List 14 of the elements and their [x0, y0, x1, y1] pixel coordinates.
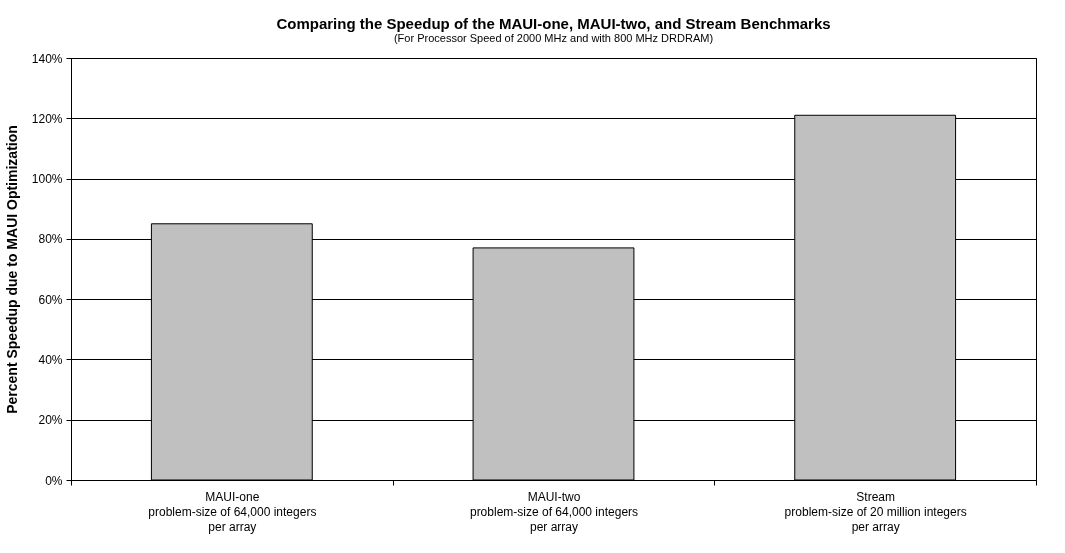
y-tick-label: 40%	[38, 352, 63, 367]
y-tick-label: 0%	[45, 473, 63, 488]
x-tick-label: Stream problem-size of 20 million integers per array	[784, 489, 967, 534]
chart-subtitle: (For Processor Speed of 2000 MHz and with 800 MHz DRDRAM)	[393, 32, 714, 44]
y-tick-label: 140%	[31, 51, 63, 66]
chart-title: Comparing the Speedup of the MAUI-one, MAUI-two, and Stream Benchmarks	[276, 15, 831, 32]
x-tick-label: MAUI-two problem-size of 64,000 integers per array	[469, 489, 639, 534]
y-tick-label: 120%	[31, 111, 63, 126]
y-tick-label: 20%	[38, 413, 63, 428]
x-tick-label: MAUI-one problem-size of 64,000 integers per array	[148, 489, 317, 534]
y-axis-title: Percent Speedup due to MAUI Optimization	[3, 125, 20, 414]
y-tick-label: 80%	[38, 232, 63, 247]
y-tick-label: 100%	[31, 172, 63, 187]
y-tick-label: 60%	[38, 292, 63, 307]
